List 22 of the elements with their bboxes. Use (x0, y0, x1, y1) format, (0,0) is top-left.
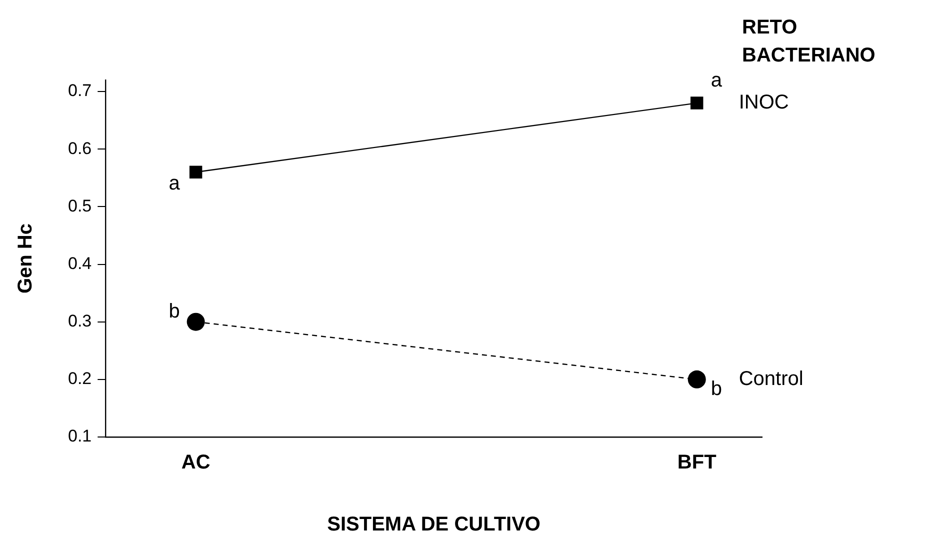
series-label: INOC (738, 92, 789, 114)
point (186, 312, 205, 331)
y-axis-title: Gen Hc (14, 223, 37, 294)
annotation: a (168, 172, 181, 195)
legend-title: RETO BACTERIANO (742, 16, 876, 67)
x-tick-label: BFT (677, 452, 716, 474)
y-tick-label: 0.7 (68, 81, 92, 100)
annotation: a (710, 70, 723, 92)
y-tick-label: 0.5 (68, 196, 92, 216)
y-tick-label: 0.6 (68, 138, 92, 158)
x-tick-label: AC (181, 452, 210, 474)
series-label: Control (738, 368, 804, 390)
point (189, 166, 202, 178)
x-axis-title: SISTEMA DE CULTIVO (327, 514, 540, 536)
y-tick-label: 0.2 (68, 369, 92, 388)
annotation: b (168, 300, 180, 322)
annotation: b (710, 378, 722, 400)
y-tick-label: 0.4 (68, 254, 92, 273)
point (688, 370, 706, 388)
y-tick-label: 0.1 (68, 426, 92, 446)
y-tick-label: 0.3 (68, 312, 92, 331)
point (690, 96, 704, 110)
